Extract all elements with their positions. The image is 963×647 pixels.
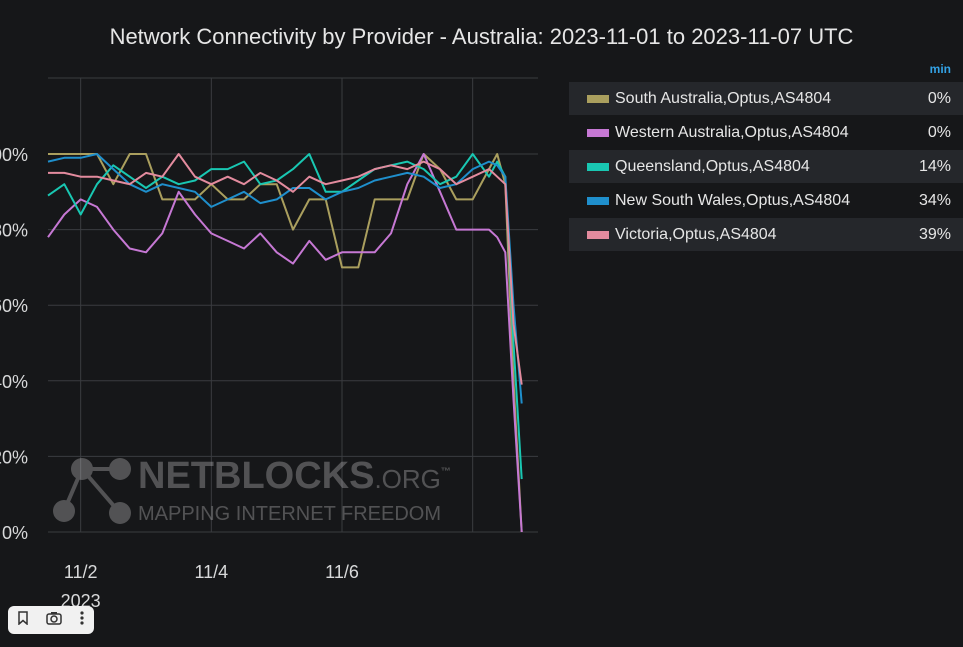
x-tick-label: 11/4 — [194, 562, 228, 582]
legend-min-value: 14% — [918, 157, 951, 175]
watermark-brand: NETBLOCKS.ORG™ — [138, 455, 451, 497]
bookmark-icon[interactable] — [17, 611, 29, 629]
y-tick-label: 100% — [0, 145, 28, 165]
series-line-1[interactable] — [48, 153, 523, 533]
series-line-5[interactable] — [48, 153, 523, 385]
netblocks-watermark: NETBLOCKS.ORG™ MAPPING INTERNET FREEDOM — [52, 455, 451, 532]
watermark-tagline: MAPPING INTERNET FREEDOM — [138, 503, 441, 525]
legend-min-value: 0% — [927, 123, 951, 141]
legend-row[interactable]: New South Wales,Optus,AS4804 34% — [569, 184, 963, 217]
legend-row[interactable]: Victoria,Optus,AS4804 39% — [569, 218, 963, 251]
series-line-2[interactable] — [47, 153, 523, 533]
camera-icon[interactable] — [46, 611, 62, 629]
legend-series-name: New South Wales,Optus,AS4804 — [615, 191, 851, 209]
legend-header-min[interactable]: min — [929, 62, 951, 76]
legend-min-value: 0% — [927, 89, 951, 107]
netblocks-logo-icon — [53, 458, 131, 524]
legend-row[interactable]: Queensland,Optus,AS4804 14% — [569, 150, 963, 183]
legend-swatch — [587, 162, 609, 171]
y-tick-label: 80% — [0, 221, 28, 241]
legend-swatch — [587, 230, 609, 239]
more-icon[interactable] — [79, 610, 85, 630]
x-tick-label: 11/2 — [64, 562, 98, 582]
legend-series-name: South Australia,Optus,AS4804 — [615, 89, 832, 107]
legend-series-name: Queensland,Optus,AS4804 — [615, 157, 810, 175]
y-tick-label: 40% — [0, 372, 28, 392]
chart-legend: min South Australia,Optus,AS4804 0% Wester… — [569, 62, 963, 252]
legend-swatch — [587, 128, 609, 137]
chart-series-group — [47, 153, 523, 533]
chart-title: Network Connectivity by Provider - Austr… — [109, 24, 854, 49]
y-tick-label: 60% — [0, 296, 28, 316]
series-line-3[interactable] — [47, 153, 523, 480]
legend-series-name: Victoria,Optus,AS4804 — [615, 225, 777, 243]
legend-swatch — [587, 94, 609, 103]
legend-min-value: 34% — [918, 191, 951, 209]
y-tick-label: 20% — [0, 447, 28, 467]
legend-series-name: Western Australia,Optus,AS4804 — [615, 123, 849, 141]
series-line-4[interactable] — [47, 153, 523, 404]
legend-row[interactable]: Western Australia,Optus,AS4804 0% — [569, 116, 963, 149]
legend-swatch — [587, 196, 609, 205]
legend-row[interactable]: South Australia,Optus,AS4804 0% — [569, 82, 963, 115]
y-tick-label: 0% — [2, 523, 28, 543]
image-toolbar — [8, 606, 94, 634]
legend-min-value: 39% — [918, 225, 951, 243]
x-tick-label: 11/6 — [325, 562, 359, 582]
